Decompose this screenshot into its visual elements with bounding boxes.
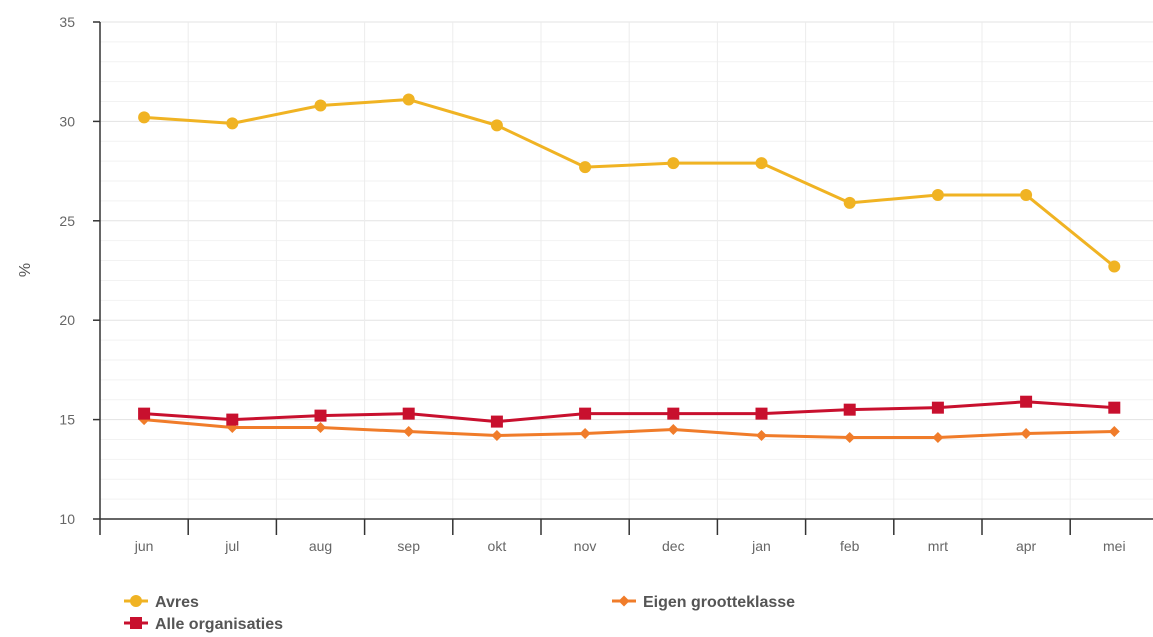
y-tick-label: 10 [59, 511, 75, 527]
data-point [755, 157, 768, 170]
data-point [314, 409, 327, 422]
data-point [491, 430, 503, 442]
legend-label: Avres [155, 594, 199, 611]
legend-item-avres: Avres [124, 594, 199, 611]
series-area [138, 93, 1121, 443]
y-tick-label: 20 [59, 312, 75, 328]
data-point [402, 93, 415, 106]
data-point [138, 111, 151, 124]
legend-item-eigen-grootteklasse: Eigen grootteklasse [612, 594, 795, 611]
y-axis-title: % [17, 263, 34, 277]
data-point [579, 407, 592, 420]
data-point [402, 407, 415, 420]
y-tick-label: 35 [59, 14, 75, 30]
data-point [314, 99, 327, 112]
x-tick-label: apr [1016, 538, 1037, 554]
series-line [143, 400, 1115, 424]
data-point [667, 157, 680, 170]
data-point [932, 431, 944, 443]
legend-item-alle-organisaties: Alle organisaties [124, 616, 283, 633]
data-point [579, 428, 591, 440]
x-tick-label: mei [1103, 538, 1126, 554]
x-tick-label: jul [224, 538, 239, 554]
x-tick-label: okt [488, 538, 507, 554]
data-point [403, 426, 415, 438]
data-point [843, 196, 856, 209]
data-point [1108, 426, 1120, 438]
series-alle-organisaties [138, 395, 1121, 428]
data-point [1020, 188, 1033, 201]
data-point [755, 407, 768, 420]
data-point [315, 422, 326, 434]
y-tick-label: 15 [59, 412, 75, 428]
data-point [667, 407, 680, 420]
series-line [143, 98, 1116, 268]
data-point [226, 413, 239, 426]
legend-label: Eigen grootteklasse [643, 594, 795, 611]
x-tick-label: aug [309, 538, 332, 554]
x-tick-label: jan [751, 538, 771, 554]
x-tick-label: jun [134, 538, 154, 554]
series-avres [138, 93, 1121, 273]
legend-label: Alle organisaties [155, 616, 283, 633]
legend: Avres Alle organisaties Eigen grootteklass… [124, 594, 795, 633]
data-point [1020, 428, 1032, 440]
data-point [756, 430, 767, 442]
legend-swatch-marker [618, 595, 630, 607]
x-tick-label: dec [662, 538, 685, 554]
x-tick-label: sep [397, 538, 420, 554]
x-tick-label: feb [840, 538, 860, 554]
data-point [1108, 260, 1121, 273]
x-tick-label: mrt [928, 538, 948, 554]
data-point [931, 188, 944, 201]
data-point [579, 161, 592, 174]
x-tick-label: nov [574, 538, 597, 554]
data-point [490, 119, 503, 132]
axes: 10 15 20 25 30 35% jun jul aug sep okt nov dec jan feb… [17, 14, 1153, 554]
legend-swatch-marker [130, 617, 142, 629]
y-tick-label: 30 [59, 113, 75, 129]
grid [100, 21, 1153, 520]
data-point [931, 401, 944, 414]
data-point [843, 403, 856, 416]
data-point [1108, 401, 1121, 414]
data-point [226, 117, 239, 130]
data-point [490, 415, 503, 428]
legend-swatch-marker [130, 595, 142, 607]
data-point [1020, 395, 1033, 408]
data-point [138, 407, 151, 420]
y-tick-label: 25 [59, 213, 75, 229]
data-point [667, 424, 679, 436]
data-point [844, 431, 856, 443]
series-line [143, 418, 1115, 439]
